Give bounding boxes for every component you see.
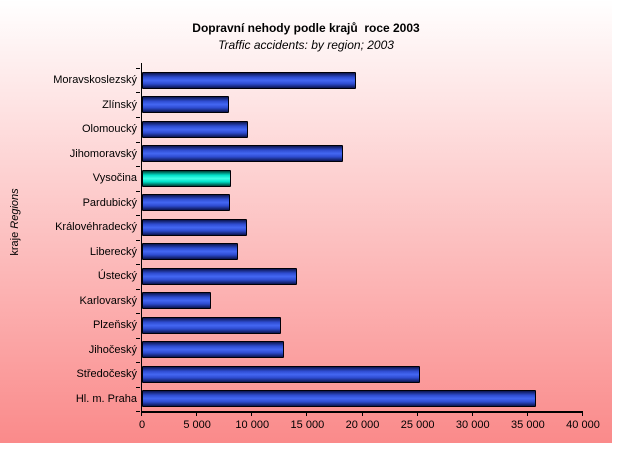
bar-row bbox=[142, 240, 583, 265]
bar-row bbox=[142, 313, 583, 338]
bar bbox=[142, 120, 248, 138]
bar-row bbox=[142, 362, 583, 387]
category-label: Hl. m. Praha bbox=[75, 392, 137, 405]
bar-row bbox=[142, 215, 583, 240]
y-axis-tick bbox=[136, 239, 140, 241]
category-axis-labels: Moravskoslezský Zlínský Olomoucký Jihomorav… bbox=[0, 68, 137, 411]
y-axis-tick bbox=[136, 313, 140, 314]
chart-title: Dopravní nehody podle krajů roce 2003 bbox=[192, 21, 420, 35]
y-axis-tick bbox=[136, 337, 140, 339]
bar bbox=[142, 145, 343, 163]
x-axis-tick bbox=[471, 411, 473, 416]
y-axis-tick bbox=[136, 190, 140, 192]
category-label: Královéhradecký bbox=[55, 221, 137, 234]
x-axis-tick-label: 0 bbox=[138, 419, 146, 431]
bar bbox=[142, 267, 298, 285]
bar-row bbox=[142, 338, 583, 363]
bar-row bbox=[142, 289, 583, 314]
category-label: Ústecký bbox=[97, 270, 137, 283]
chart-canvas: Dopravní nehody podle krajů roce 2003 Tr… bbox=[0, 0, 612, 443]
x-axis-tick bbox=[306, 411, 308, 416]
y-axis-tick bbox=[136, 92, 140, 94]
y-axis-tick bbox=[136, 386, 140, 388]
x-axis-tick-label: 30 000 bbox=[455, 419, 490, 431]
bar-row bbox=[142, 387, 583, 412]
x-axis-tick bbox=[526, 411, 528, 416]
bar bbox=[142, 341, 285, 359]
bar bbox=[142, 71, 356, 89]
bar bbox=[142, 365, 420, 383]
y-axis-tick bbox=[136, 263, 140, 265]
bar-row bbox=[142, 264, 583, 289]
category-label: Vysočina bbox=[92, 172, 137, 185]
x-axis-tick bbox=[196, 411, 198, 416]
x-axis-tick bbox=[141, 411, 142, 416]
x-axis-tick-label: 5 000 bbox=[183, 419, 211, 431]
category-label: Moravskoslezský bbox=[53, 74, 137, 87]
bar-row bbox=[142, 142, 583, 167]
category-label: Pardubický bbox=[82, 196, 137, 209]
y-axis-tick bbox=[136, 116, 140, 118]
x-axis-tick-label: 20 000 bbox=[345, 419, 380, 431]
bar bbox=[142, 243, 238, 261]
bars-container bbox=[142, 68, 583, 411]
y-axis-tick bbox=[136, 411, 140, 412]
y-axis-line bbox=[136, 63, 142, 412]
category-label: Středočeský bbox=[76, 368, 137, 381]
x-axis-labels: 0 5 000 10 000 15 000 20 000 25 000 30 000 35 0… bbox=[138, 419, 600, 433]
bar bbox=[142, 194, 231, 212]
x-axis-tick bbox=[416, 411, 418, 416]
bar-row bbox=[142, 93, 583, 118]
x-axis-tick-label: 25 000 bbox=[400, 419, 435, 431]
category-label: Plzeňský bbox=[92, 319, 137, 332]
bar bbox=[142, 292, 212, 310]
bar-row bbox=[142, 166, 583, 191]
x-axis-tick-label: 10 000 bbox=[235, 419, 270, 431]
y-axis-tick bbox=[136, 288, 140, 290]
bar-highlighted bbox=[142, 169, 232, 187]
x-axis-tick bbox=[361, 411, 363, 416]
category-label: Karlovarský bbox=[79, 294, 137, 307]
x-axis-tick-label: 15 000 bbox=[290, 419, 325, 431]
x-axis-tick bbox=[582, 411, 583, 416]
y-axis-tick bbox=[136, 215, 140, 216]
y-axis-tick bbox=[136, 141, 140, 143]
bar bbox=[142, 316, 281, 334]
bar-row bbox=[142, 191, 583, 216]
category-label: Jihočeský bbox=[88, 343, 137, 356]
bar-row bbox=[142, 68, 583, 93]
bar bbox=[142, 96, 230, 114]
category-label: Jihomoravský bbox=[69, 147, 137, 160]
y-axis-tick bbox=[136, 68, 140, 69]
category-label: Zlínský bbox=[102, 98, 137, 111]
bar-row bbox=[142, 117, 583, 142]
y-axis-tick bbox=[136, 165, 140, 167]
x-axis-tick bbox=[251, 411, 253, 416]
category-label: Olomoucký bbox=[81, 123, 137, 136]
x-axis-tick-label: 40 000 bbox=[566, 419, 600, 431]
bar bbox=[142, 390, 536, 408]
plot-area bbox=[136, 63, 583, 416]
y-axis-tick bbox=[136, 362, 140, 363]
x-axis-tick-label: 35 000 bbox=[511, 419, 545, 431]
bar bbox=[142, 218, 247, 236]
chart-subtitle: Traffic accidents: by region; 2003 bbox=[218, 38, 394, 52]
category-label: Liberecký bbox=[89, 245, 137, 258]
